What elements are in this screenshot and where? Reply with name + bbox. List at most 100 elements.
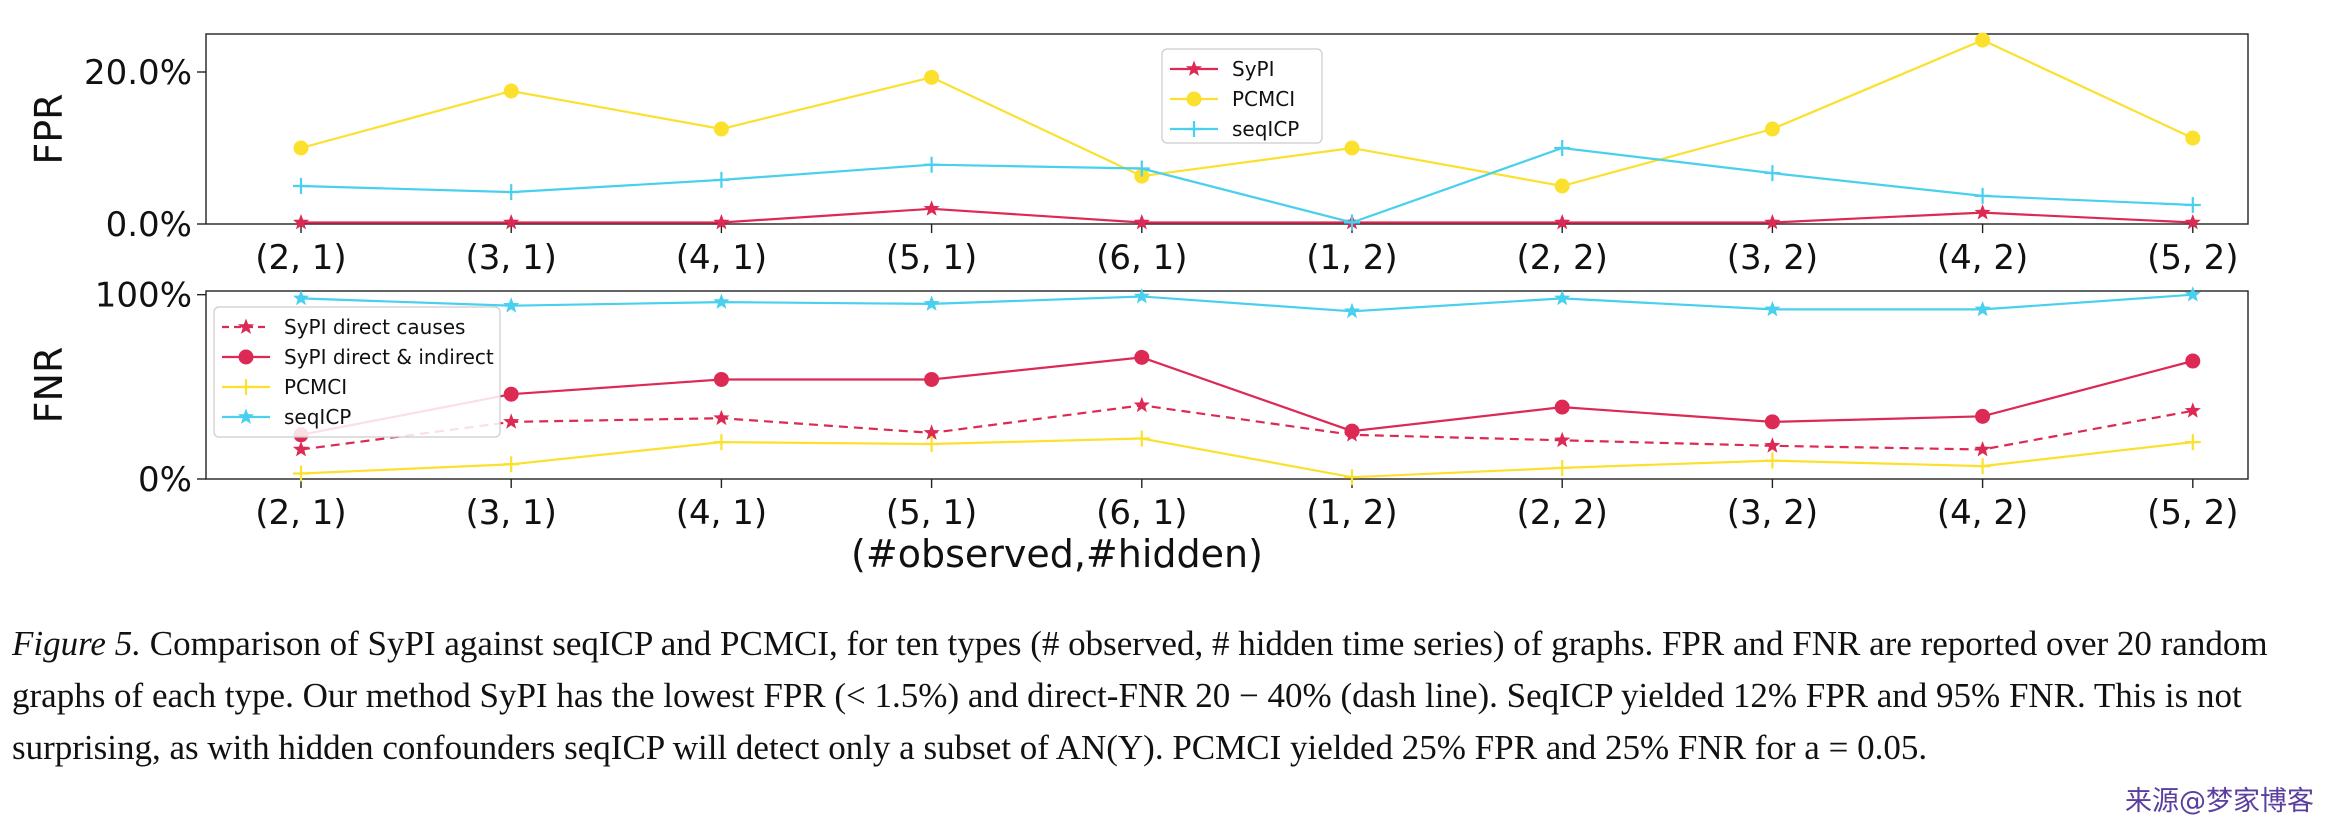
sypi-direct-indirect-line bbox=[300, 356, 2194, 436]
pcmci-point bbox=[1344, 140, 1360, 156]
seqicp-point bbox=[1764, 165, 1781, 182]
x-tick-label: (4, 2) bbox=[1937, 493, 2028, 533]
y-tick-label: 20.0% bbox=[84, 53, 192, 93]
seqicp-point bbox=[1974, 187, 1991, 204]
fnr-panel: 0%100%FNR(2, 1) (3, 1) (4, 1) (5, 1) (6, 1)(… bbox=[27, 276, 2249, 576]
seqicp-point bbox=[1133, 288, 1150, 304]
sypi-direct-causes-point bbox=[1764, 437, 1781, 453]
sypi-point bbox=[292, 214, 310, 230]
sypi-direct-indirect-point bbox=[1975, 408, 1991, 424]
seqicp-point bbox=[1344, 214, 1360, 231]
pcmci-point bbox=[1974, 458, 1991, 475]
seqicp-point bbox=[292, 289, 310, 306]
pcmci-point bbox=[293, 465, 309, 482]
figure-chart: 0.0% 20.0% FPR (2, 1) (3, 1) (4, 1) (5, 1) (6, … bbox=[27, 32, 2249, 576]
sypi-direct-causes-point bbox=[1974, 441, 1991, 457]
sypi-direct-causes-line bbox=[300, 404, 2193, 451]
seqicp-point bbox=[1974, 300, 1991, 317]
pcmci-point bbox=[1975, 32, 1991, 48]
sypi-point bbox=[1554, 214, 1571, 230]
y-axis-label: FPR bbox=[27, 93, 71, 164]
legend-swatch-marker bbox=[238, 379, 254, 395]
sypi-point bbox=[1764, 214, 1781, 230]
sypi-direct-indirect-point bbox=[713, 371, 729, 387]
pcmci-point bbox=[924, 69, 940, 85]
x-axis-label: (#observed,#hidden) bbox=[851, 532, 1263, 576]
legend-entry-label: SyPI direct & indirect bbox=[284, 345, 494, 369]
sypi-point bbox=[503, 214, 520, 230]
legend-entry-label: seqICP bbox=[284, 405, 351, 429]
watermark: 来源@梦家博客 bbox=[2125, 786, 2314, 817]
sypi-direct-indirect-point bbox=[1554, 399, 1570, 415]
pcmci-point bbox=[2184, 434, 2201, 451]
y-tick-label: 0% bbox=[138, 460, 192, 500]
sypi-direct-indirect-point bbox=[503, 386, 519, 402]
seqicp-point bbox=[923, 295, 940, 311]
sypi-direct-indirect-point bbox=[924, 371, 940, 387]
seqicp-point bbox=[2184, 197, 2201, 213]
pcmci-point bbox=[1764, 121, 1780, 137]
sypi-direct-causes-point bbox=[1133, 396, 1150, 413]
pcmci-line bbox=[300, 437, 2193, 479]
legend-swatch-marker bbox=[1186, 91, 1202, 107]
x-tick-label: (2, 1) bbox=[255, 493, 346, 533]
sypi-direct-causes-point bbox=[503, 413, 520, 429]
legend-swatch-marker bbox=[1185, 60, 1203, 76]
x-tick-label: (3, 1) bbox=[465, 493, 556, 533]
legend-entry-label: SyPI bbox=[1232, 57, 1275, 81]
x-tick-label: (2, 2) bbox=[1516, 238, 1607, 278]
fpr-panel: 0.0% 20.0% FPR (2, 1) (3, 1) (4, 1) (5, 1) (6, … bbox=[27, 32, 2249, 278]
x-tick-label: (2, 1) bbox=[255, 238, 346, 278]
y-tick-label: 100% bbox=[95, 276, 192, 316]
sypi-direct-indirect-point bbox=[2185, 353, 2201, 369]
pcmci-line bbox=[300, 38, 2194, 188]
caption-label: Figure 5. bbox=[12, 624, 141, 663]
legend-swatch-marker bbox=[1186, 121, 1202, 137]
pcmci-point bbox=[1554, 459, 1571, 476]
pcmci-point bbox=[923, 435, 940, 452]
sypi-direct-causes-point bbox=[923, 424, 940, 440]
pcmci-point bbox=[713, 434, 730, 451]
sypi-point bbox=[1974, 204, 1991, 220]
fnr-plot-frame bbox=[205, 290, 2249, 480]
sypi-point bbox=[923, 200, 940, 216]
pcmci-point bbox=[293, 140, 309, 156]
x-tick-label: (1, 2) bbox=[1306, 238, 1397, 278]
sypi-direct-causes-point bbox=[292, 441, 310, 457]
seqicp-point bbox=[923, 156, 940, 173]
x-tick-label: (3, 2) bbox=[1727, 493, 1818, 533]
seqicp-point bbox=[713, 171, 730, 188]
seqicp-point bbox=[713, 293, 730, 309]
x-tick-label: (3, 2) bbox=[1727, 238, 1818, 278]
seqicp-point bbox=[503, 297, 520, 313]
legend-swatch-marker bbox=[238, 349, 254, 365]
fpr-plot-frame bbox=[205, 33, 2249, 225]
legend-entry-label: PCMCI bbox=[284, 375, 347, 399]
x-tick-label: (2, 2) bbox=[1516, 493, 1607, 533]
x-tick-label: (6, 1) bbox=[1096, 238, 1187, 278]
sypi-direct-causes-point bbox=[2184, 402, 2201, 418]
legend-box bbox=[213, 306, 501, 438]
x-tick-label: (4, 1) bbox=[676, 493, 767, 533]
pcmci-point bbox=[1344, 469, 1360, 486]
sypi-direct-indirect-point bbox=[1344, 423, 1360, 439]
x-tick-label: (5, 1) bbox=[886, 238, 977, 278]
x-tick-label: (6, 1) bbox=[1096, 493, 1187, 533]
legend-swatch-marker bbox=[237, 408, 255, 424]
sypi-point bbox=[713, 214, 730, 230]
sypi-line bbox=[301, 207, 2193, 224]
legend-entry-label: SyPI direct causes bbox=[284, 315, 465, 339]
seqicp-point bbox=[1343, 302, 1361, 319]
y-axis-label: FNR bbox=[27, 347, 71, 424]
x-tick-label: (1, 2) bbox=[1306, 493, 1397, 533]
sypi-direct-causes-point bbox=[1554, 431, 1571, 448]
legend-entry-label: seqICP bbox=[1232, 117, 1299, 141]
x-tick-label: (4, 2) bbox=[1937, 238, 2028, 278]
fnr-legend: SyPI direct causes SyPI direct & indirect… bbox=[213, 306, 501, 438]
pcmci-point bbox=[1133, 430, 1150, 447]
sypi-direct-indirect-point bbox=[1764, 414, 1780, 430]
seqicp-point bbox=[293, 178, 309, 194]
seqicp-point bbox=[1133, 160, 1150, 177]
legend-entry-label: PCMCI bbox=[1232, 87, 1295, 111]
x-tick-label: (3, 1) bbox=[465, 238, 556, 278]
